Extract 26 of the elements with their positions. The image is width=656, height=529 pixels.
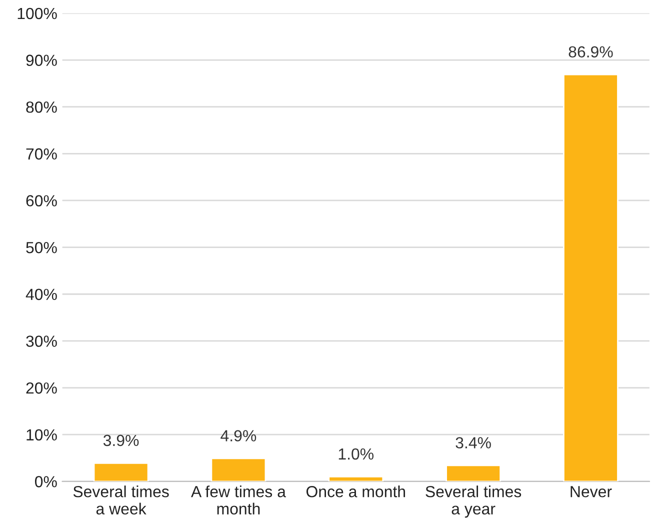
y-tick-label: 50% bbox=[26, 242, 57, 254]
y-tick-label: 80% bbox=[26, 101, 57, 113]
y-tick-label: 20% bbox=[26, 382, 57, 394]
y-tick-label: 90% bbox=[26, 54, 57, 66]
bar bbox=[563, 74, 618, 482]
data-label: 86.9% bbox=[568, 46, 613, 58]
x-tick-label: Several times a week bbox=[73, 486, 169, 514]
x-tick-label: Once a month bbox=[306, 486, 406, 498]
bar bbox=[328, 476, 384, 482]
y-tick-label: 30% bbox=[26, 336, 57, 347]
y-tick-label: 70% bbox=[26, 148, 57, 160]
y-tick-label: 40% bbox=[26, 288, 57, 300]
bar bbox=[93, 462, 149, 482]
bar bbox=[210, 458, 266, 482]
x-tick-label: Several times a year bbox=[426, 486, 522, 518]
y-tick-label: 0% bbox=[35, 476, 57, 488]
y-tick-label: 60% bbox=[26, 195, 57, 206]
data-label: 3.4% bbox=[456, 437, 491, 448]
data-label: 1.0% bbox=[338, 448, 374, 460]
data-label: 3.9% bbox=[103, 434, 139, 446]
x-tick-label: Never bbox=[570, 486, 612, 498]
bar bbox=[446, 464, 502, 482]
y-tick-label: 10% bbox=[26, 429, 57, 441]
data-label: 4.9% bbox=[220, 430, 256, 442]
y-tick-label: 100% bbox=[18, 8, 57, 20]
x-tick-label: A few times a month bbox=[190, 486, 286, 514]
